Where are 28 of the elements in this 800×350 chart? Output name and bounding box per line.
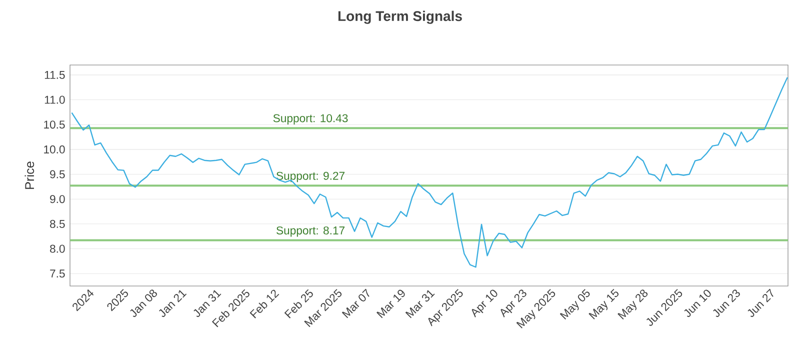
x-tick-label: Jan 08 <box>130 290 157 317</box>
ref-line-label: Support: 8.17 <box>276 226 344 237</box>
x-tick-label: Jan 31 <box>194 290 222 317</box>
y-tick-label: 9.0 <box>50 195 65 204</box>
y-tick-label: 8.0 <box>50 244 65 253</box>
ref-line-label: Support: 9.27 <box>276 172 344 182</box>
ref-line-label: Support: 10.43 <box>273 114 348 124</box>
x-tick-label: Apr 23 <box>500 290 526 318</box>
x-tick-label: May 15 <box>588 288 618 320</box>
y-tick-label: 10.5 <box>44 120 65 129</box>
x-tick-label: Jun 27 <box>748 288 774 317</box>
x-tick-label: Jun 23 <box>713 290 740 317</box>
x-tick-label: Jun 10 <box>684 290 711 317</box>
x-tick-label: Mar 19 <box>376 290 405 318</box>
y-tick-label: 9.5 <box>50 170 65 178</box>
x-tick-label: May 28 <box>618 290 648 320</box>
x-tick-label: Apr 10 <box>472 290 498 318</box>
y-tick-label: 8.5 <box>50 220 65 228</box>
y-tick-label: 11.0 <box>44 96 65 104</box>
y-axis-title: Price <box>24 162 34 189</box>
x-tick-label: May 05 <box>560 289 590 320</box>
y-tick-label: 11.5 <box>44 70 65 79</box>
y-tick-label: 7.5 <box>50 270 65 278</box>
x-tick-label: Jan 21 <box>159 290 187 317</box>
x-tick-label: Mar 07 <box>342 288 370 318</box>
y-tick-label: 10.0 <box>44 145 65 154</box>
chart-title: Long Term Signals <box>338 10 462 24</box>
x-tick-label: Feb 12 <box>250 290 280 318</box>
